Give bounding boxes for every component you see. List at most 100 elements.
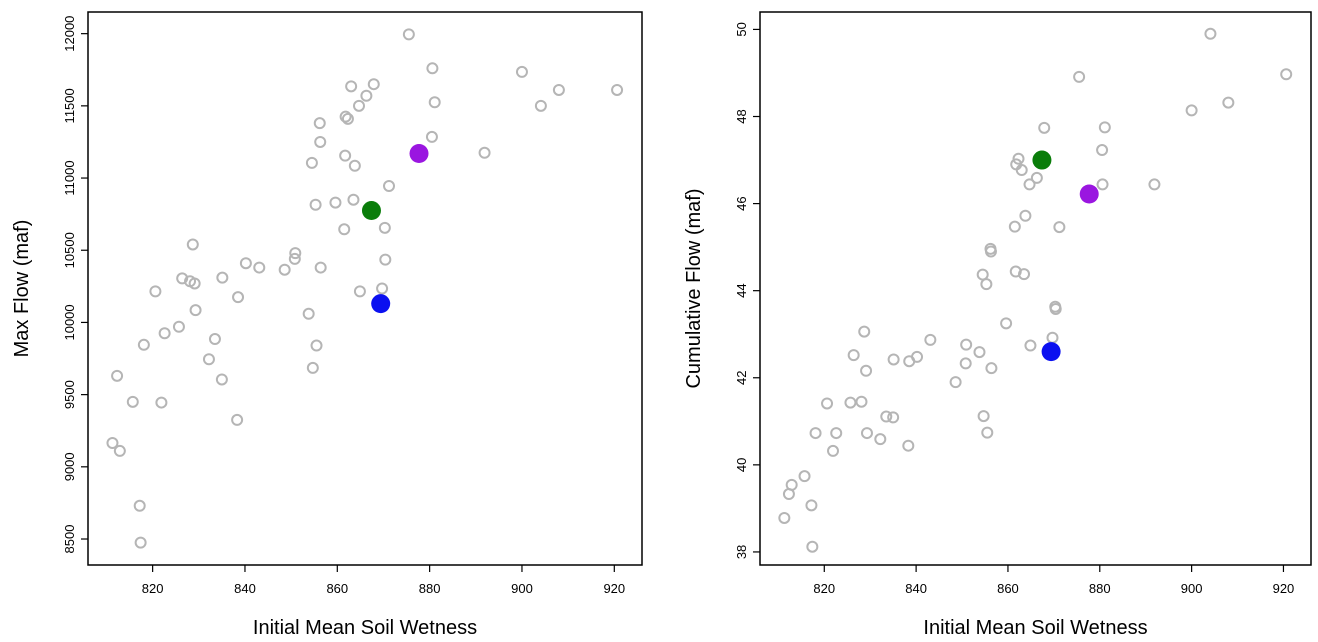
left-data-point (289, 247, 302, 260)
left-data-point (338, 223, 351, 236)
left-data-point (288, 252, 301, 265)
left-data-point (202, 353, 215, 366)
left-y-tick-label: 10500 (62, 232, 77, 268)
right-y-tick-label: 44 (734, 283, 749, 297)
right-data-point (1018, 268, 1031, 281)
left-data-point (341, 112, 354, 125)
right-y-tick-label: 46 (734, 196, 749, 210)
right-data-point (902, 439, 915, 452)
left-data-point (126, 395, 139, 408)
right-data-point (1096, 144, 1109, 157)
right-data-point (960, 338, 973, 351)
left-data-point (113, 444, 126, 457)
right-data-point (911, 350, 924, 363)
left-y-tick-label: 11500 (62, 88, 77, 123)
right-x-axis-label: Initial Mean Soil Wetness (923, 617, 1147, 639)
right-data-point (981, 426, 994, 439)
right-data-point (1222, 96, 1235, 109)
right-data-point (980, 278, 993, 291)
left-highlight-point-blue (371, 294, 391, 314)
left-data-point (111, 369, 124, 382)
left-data-point (339, 110, 352, 123)
left-data-point (426, 62, 439, 75)
right-y-tick-label: 38 (734, 545, 749, 559)
left-data-point (155, 396, 168, 409)
right-x-tick-label: 860 (997, 581, 1019, 596)
left-y-tick-label: 9500 (62, 380, 77, 409)
right-y-axis-label: Cumulative Flow (maf) (683, 188, 705, 388)
right-data-point (924, 333, 937, 346)
right-x-tick-label: 920 (1273, 581, 1295, 596)
left-data-point (302, 307, 315, 320)
right-highlight-point-green (1032, 150, 1052, 170)
left-data-point (313, 117, 326, 130)
right-data-point (847, 349, 860, 362)
right-data-point (984, 245, 997, 258)
left-data-point (231, 413, 244, 426)
left-data-point (186, 238, 199, 251)
left-x-tick-label: 860 (326, 581, 348, 596)
left-data-point (352, 99, 365, 112)
right-data-point (805, 499, 818, 512)
right-data-point (1038, 121, 1051, 134)
right-data-point (1012, 152, 1025, 165)
right-data-point (855, 395, 868, 408)
left-data-point (310, 339, 323, 352)
right-data-point (1148, 178, 1161, 191)
right-x-tick-label: 840 (905, 581, 927, 596)
right-data-point (827, 444, 840, 457)
right-data-point (1015, 164, 1028, 177)
left-y-axis-label: Max Flow (maf) (11, 220, 33, 358)
right-data-point (1019, 209, 1032, 222)
left-data-point (306, 361, 319, 374)
left-data-point (208, 333, 221, 346)
left-highlight-point-green (361, 201, 381, 221)
right-data-point (1049, 302, 1062, 315)
left-data-point (345, 80, 358, 93)
right-data-point (959, 357, 972, 370)
left-data-point (611, 83, 624, 96)
right-data-point (858, 325, 871, 338)
right-data-point (798, 470, 811, 483)
left-data-point (376, 282, 389, 295)
right-y-tick-label: 50 (734, 22, 749, 36)
right-data-point (1030, 171, 1043, 184)
left-data-point (134, 536, 147, 549)
left-data-point (534, 99, 547, 112)
left-data-point (106, 436, 119, 449)
right-y-tick-label: 42 (734, 371, 749, 385)
right-data-point (830, 427, 843, 440)
left-y-tick-label: 12000 (62, 16, 77, 52)
left-data-point (239, 257, 252, 270)
left-data-point (189, 304, 202, 317)
right-data-point (880, 410, 893, 423)
right-data-point (778, 511, 791, 524)
right-data-point (985, 362, 998, 375)
left-x-tick-label: 920 (603, 581, 625, 596)
left-data-point (253, 261, 266, 274)
right-data-point (860, 364, 873, 377)
left-data-point (339, 149, 352, 162)
right-highlight-point-blue (1041, 342, 1061, 362)
left-data-point (360, 89, 373, 102)
right-data-point (1185, 104, 1198, 117)
right-data-point (1000, 317, 1013, 330)
left-y-tick-label: 8500 (62, 525, 77, 554)
right-data-point (1073, 70, 1086, 83)
left-data-point (176, 272, 189, 285)
right-data-point (1053, 221, 1066, 234)
left-data-point (305, 156, 318, 169)
left-x-tick-label: 880 (419, 581, 441, 596)
left-data-point (133, 499, 146, 512)
right-data-point (1024, 339, 1037, 352)
left-data-point (314, 261, 327, 274)
left-data-point (379, 253, 392, 266)
right-data-point (1280, 68, 1293, 81)
right-data-point (1046, 331, 1059, 344)
right-data-point (1096, 178, 1109, 191)
left-data-point (149, 285, 162, 298)
left-y-tick-label: 11000 (62, 160, 77, 195)
